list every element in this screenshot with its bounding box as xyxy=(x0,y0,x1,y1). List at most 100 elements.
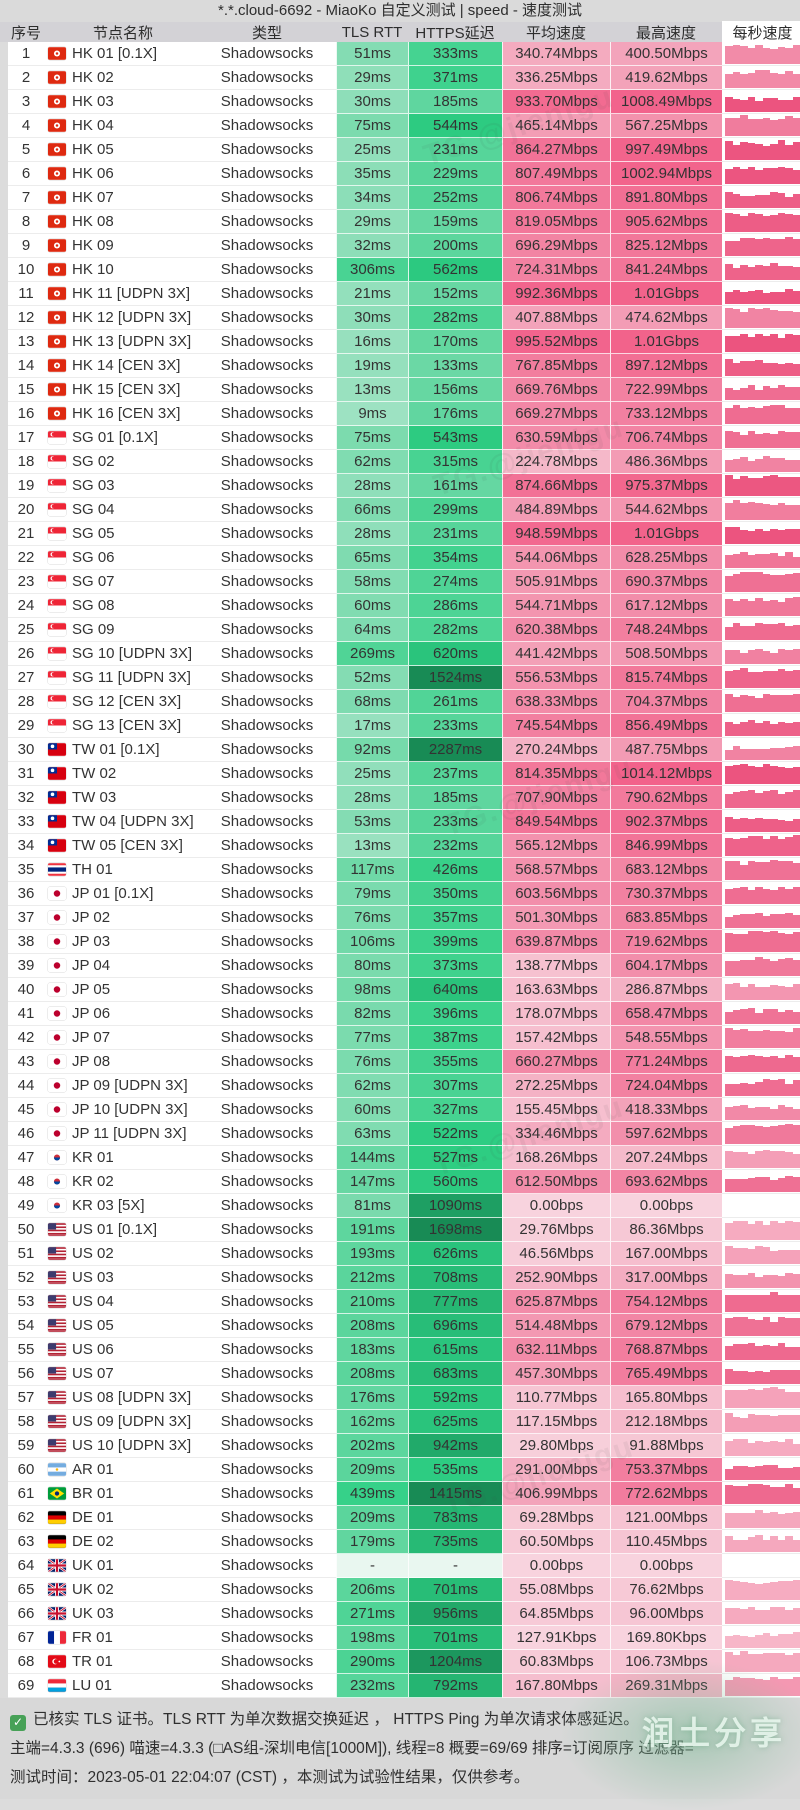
table-row: 57 US 08 [UDPN 3X] Shadowsocks 176ms 592ms 11… xyxy=(8,1386,800,1410)
per-second-speed-bars xyxy=(725,523,800,544)
row-index: 25 xyxy=(8,618,44,642)
speed-sparkline xyxy=(722,1650,800,1674)
tls-rtt-value: 209ms xyxy=(336,1458,408,1482)
speed-sparkline xyxy=(722,618,800,642)
speed-sparkline xyxy=(722,450,800,474)
node-name: HK 10 xyxy=(44,258,198,282)
node-name: HK 05 xyxy=(44,138,198,162)
node-name: UK 01 xyxy=(44,1554,198,1578)
tls-rtt-value: 28ms xyxy=(336,474,408,498)
row-index: 69 xyxy=(8,1674,44,1698)
row-index: 54 xyxy=(8,1314,44,1338)
node-type: Shadowsocks xyxy=(198,1482,336,1506)
node-type: Shadowsocks xyxy=(198,1050,336,1074)
https-delay-value: 237ms xyxy=(408,762,502,786)
https-delay-value: 683ms xyxy=(408,1362,502,1386)
row-index: 12 xyxy=(8,306,44,330)
per-second-speed-bars xyxy=(725,1555,800,1576)
tls-rtt-value: 65ms xyxy=(336,546,408,570)
tls-rtt-value: 64ms xyxy=(336,618,408,642)
flag-jp-icon xyxy=(48,1007,66,1020)
https-delay-value: 735ms xyxy=(408,1530,502,1554)
row-index: 20 xyxy=(8,498,44,522)
per-second-speed-bars xyxy=(725,667,800,688)
tls-rtt-value: 162ms xyxy=(336,1410,408,1434)
node-name-label: SG 05 xyxy=(72,525,115,542)
per-second-speed-bars xyxy=(725,931,800,952)
max-speed-value: 897.12Mbps xyxy=(610,354,722,378)
max-speed-value: 891.80Mbps xyxy=(610,186,722,210)
node-name-label: US 03 xyxy=(72,1269,114,1286)
per-second-speed-bars xyxy=(725,1027,800,1048)
avg-speed-value: 69.28Mbps xyxy=(502,1506,610,1530)
row-index: 18 xyxy=(8,450,44,474)
node-type: Shadowsocks xyxy=(198,1002,336,1026)
avg-speed-value: 630.59Mbps xyxy=(502,426,610,450)
max-speed-value: 997.49Mbps xyxy=(610,138,722,162)
per-second-speed-bars xyxy=(725,1291,800,1312)
avg-speed-value: 29.76Mbps xyxy=(502,1218,610,1242)
speed-sparkline xyxy=(722,306,800,330)
speed-sparkline xyxy=(722,978,800,1002)
per-second-speed-bars xyxy=(725,955,800,976)
node-name-label: JP 11 [UDPN 3X] xyxy=(72,1125,187,1142)
max-speed-value: 902.37Mbps xyxy=(610,810,722,834)
node-name: JP 01 [0.1X] xyxy=(44,882,198,906)
speed-sparkline xyxy=(722,786,800,810)
col-header-https-delay: HTTPS延迟 xyxy=(415,24,495,42)
per-second-speed-bars xyxy=(725,1459,800,1480)
table-row: 5 HK 05 Shadowsocks 25ms 231ms 864.27Mbps 997.… xyxy=(8,138,800,162)
max-speed-value: 1.01Gbps xyxy=(610,522,722,546)
flag-hk-icon xyxy=(48,335,66,348)
node-name-label: HK 09 xyxy=(72,237,114,254)
avg-speed-value: 620.38Mbps xyxy=(502,618,610,642)
table-row: 14 HK 14 [CEN 3X] Shadowsocks 19ms 133ms 767.… xyxy=(8,354,800,378)
table-row: 63 DE 02 Shadowsocks 179ms 735ms 60.50Mbps 110… xyxy=(8,1530,800,1554)
avg-speed-value: 168.26Mbps xyxy=(502,1146,610,1170)
avg-speed-value: 167.80Mbps xyxy=(502,1674,610,1698)
node-name: JP 07 xyxy=(44,1026,198,1050)
tls-rtt-value: 62ms xyxy=(336,450,408,474)
report-footer: ✓ 已核实 TLS 证书。TLS RTT 为单次数据交换延迟 ， HTTPS Pi… xyxy=(0,1698,800,1799)
node-name: HK 08 xyxy=(44,210,198,234)
https-delay-value: 176ms xyxy=(408,402,502,426)
node-name-label: HK 10 xyxy=(72,261,114,278)
flag-jp-icon xyxy=(48,1103,66,1116)
https-delay-value: 232ms xyxy=(408,834,502,858)
row-index: 41 xyxy=(8,1002,44,1026)
table-row: 10 HK 10 Shadowsocks 306ms 562ms 724.31Mbps 84… xyxy=(8,258,800,282)
max-speed-value: 86.36Mbps xyxy=(610,1218,722,1242)
node-type: Shadowsocks xyxy=(198,1362,336,1386)
per-second-speed-bars xyxy=(725,187,800,208)
per-second-speed-bars xyxy=(725,1627,800,1648)
table-row: 28 SG 12 [CEN 3X] Shadowsocks 68ms 261ms 638.… xyxy=(8,690,800,714)
per-second-speed-bars xyxy=(725,595,800,616)
table-row: 13 HK 13 [UDPN 3X] Shadowsocks 16ms 170ms 995… xyxy=(8,330,800,354)
max-speed-value: 121.00Mbps xyxy=(610,1506,722,1530)
flag-sg-icon xyxy=(48,719,66,732)
avg-speed-value: 864.27Mbps xyxy=(502,138,610,162)
https-delay-value: 522ms xyxy=(408,1122,502,1146)
max-speed-value: 604.17Mbps xyxy=(610,954,722,978)
node-type: Shadowsocks xyxy=(198,786,336,810)
flag-us-icon xyxy=(48,1295,66,1308)
table-row: 55 US 06 Shadowsocks 183ms 615ms 632.11Mbps 76… xyxy=(8,1338,800,1362)
https-delay-value: 355ms xyxy=(408,1050,502,1074)
per-second-speed-bars xyxy=(725,403,800,424)
node-name: AR 01 xyxy=(44,1458,198,1482)
flag-jp-icon xyxy=(48,1127,66,1140)
node-name: HK 03 xyxy=(44,90,198,114)
table-row: 65 UK 02 Shadowsocks 206ms 701ms 55.08Mbps 76.… xyxy=(8,1578,800,1602)
table-row: 45 JP 10 [UDPN 3X] Shadowsocks 60ms 327ms 155… xyxy=(8,1098,800,1122)
node-name-label: SG 13 [CEN 3X] xyxy=(72,717,182,734)
speed-sparkline xyxy=(722,210,800,234)
node-name: HK 01 [0.1X] xyxy=(44,42,198,66)
avg-speed-value: 632.11Mbps xyxy=(502,1338,610,1362)
report-title: *.*.cloud-6692 - MiaoKo 自定义测试 | speed - … xyxy=(0,0,800,22)
tls-rtt-value: 29ms xyxy=(336,66,408,90)
max-speed-value: 771.24Mbps xyxy=(610,1050,722,1074)
avg-speed-value: 568.57Mbps xyxy=(502,858,610,882)
row-index: 47 xyxy=(8,1146,44,1170)
node-type: Shadowsocks xyxy=(198,642,336,666)
avg-speed-value: 806.74Mbps xyxy=(502,186,610,210)
